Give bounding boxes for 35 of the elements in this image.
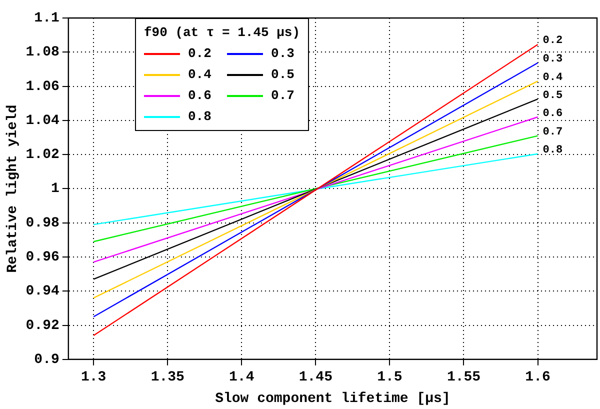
legend-label: 0.7 xyxy=(271,88,294,103)
text: 0.4 xyxy=(542,72,563,84)
x-tick-label: 1.55 xyxy=(446,369,481,386)
legend-label: 0.3 xyxy=(271,46,294,61)
text: 0.3 xyxy=(542,54,563,66)
text: 0.8 xyxy=(542,144,563,157)
y-tick-label: 1.08 xyxy=(26,44,60,61)
x-tick-label: 1.3 xyxy=(80,369,106,386)
y-tick-label: 1.02 xyxy=(26,147,60,164)
y-tick-label: 1.06 xyxy=(26,78,60,95)
x-tick-label: 1.6 xyxy=(525,369,550,386)
legend-label: 0.5 xyxy=(271,67,294,82)
y-axis-title: Relative light yield xyxy=(4,104,21,273)
legend-label: 0.8 xyxy=(188,109,212,124)
legend-title: f90 (at τ = 1.45 μs) xyxy=(144,25,300,40)
y-tick-label: 1 xyxy=(51,181,60,198)
y-tick-label: 0.9 xyxy=(34,352,60,368)
y-tick-label: 0.98 xyxy=(26,215,60,232)
text: 0.2 xyxy=(542,35,563,48)
y-tick-label: 0.92 xyxy=(26,318,60,334)
y-tick-label: 1.04 xyxy=(26,112,60,129)
x-tick-label: 1.5 xyxy=(377,369,402,386)
y-tick-label: 1.1 xyxy=(34,10,60,27)
y-tick-label: 0.96 xyxy=(26,250,60,266)
legend-label: 0.2 xyxy=(188,46,212,61)
legend-label: 0.6 xyxy=(188,88,212,103)
x-tick-label: 1.45 xyxy=(298,369,332,386)
y-tick-label: 0.94 xyxy=(26,284,60,300)
x-tick-label: 1.35 xyxy=(150,369,184,386)
x-axis-title: Slow component lifetime [μs] xyxy=(215,391,450,408)
legend-label: 0.4 xyxy=(188,67,212,82)
text: 0.5 xyxy=(542,90,563,102)
text: 0.7 xyxy=(542,126,563,139)
text: 0.6 xyxy=(542,108,563,120)
x-tick-label: 1.4 xyxy=(229,369,254,386)
